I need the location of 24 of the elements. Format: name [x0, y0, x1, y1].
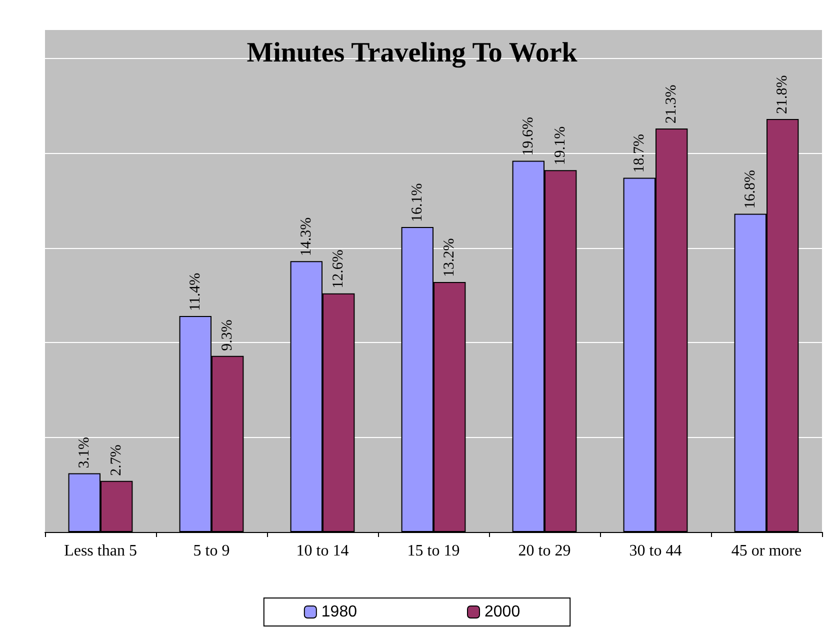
x-tick-label: 45 or more [731, 542, 802, 560]
x-tick-label: 5 to 9 [193, 542, 230, 560]
data-label: 14.3% [298, 217, 314, 256]
data-label: 16.8% [742, 170, 758, 209]
data-label: 21.3% [664, 84, 680, 124]
x-tick-label: 30 to 44 [629, 542, 682, 560]
data-label: 12.6% [330, 250, 347, 288]
data-label: 13.2% [442, 238, 458, 277]
legend-label: 1980 [321, 604, 358, 620]
data-label: 2.7% [108, 444, 125, 476]
data-label: 19.1% [552, 126, 569, 166]
x-tick-label: Less than 5 [64, 542, 137, 560]
data-label: 19.6% [520, 116, 536, 156]
data-label: 3.1% [76, 437, 92, 468]
data-label: 21.8% [774, 75, 791, 114]
data-label: 9.3% [220, 320, 236, 351]
x-tick-label: 15 to 19 [407, 542, 460, 560]
data-label: 11.4% [187, 272, 204, 312]
legend-label: 2000 [484, 604, 520, 620]
data-label: 18.7% [631, 134, 648, 173]
chart-title: Minutes Traveling To Work [246, 38, 578, 68]
x-tick-label: 10 to 14 [296, 542, 349, 560]
x-tick-label: 20 to 29 [518, 542, 571, 560]
data-label: 16.1% [409, 183, 426, 222]
